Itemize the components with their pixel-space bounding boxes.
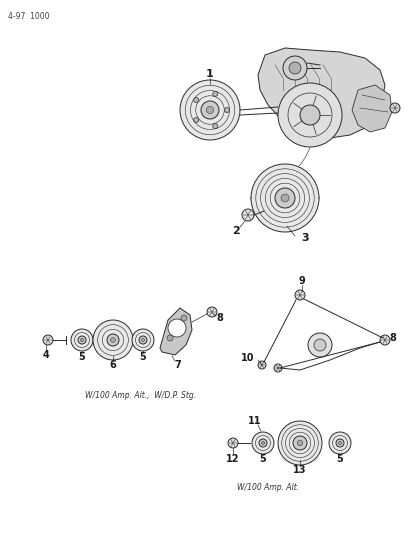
Circle shape [389, 103, 399, 113]
Circle shape [212, 124, 217, 128]
Text: 4: 4 [43, 350, 49, 360]
Circle shape [200, 101, 218, 119]
Text: 4-97  1000: 4-97 1000 [8, 12, 49, 21]
Circle shape [252, 432, 273, 454]
Circle shape [212, 91, 217, 96]
Text: 12: 12 [226, 454, 239, 464]
Circle shape [110, 337, 115, 342]
Circle shape [141, 338, 144, 342]
Circle shape [207, 307, 216, 317]
Circle shape [193, 98, 198, 102]
Circle shape [241, 209, 254, 221]
Circle shape [335, 439, 343, 447]
Circle shape [227, 438, 237, 448]
Circle shape [273, 364, 281, 372]
Circle shape [93, 320, 133, 360]
Text: 8: 8 [389, 333, 396, 343]
Circle shape [261, 441, 264, 445]
Text: 13: 13 [292, 465, 306, 475]
Text: 3: 3 [301, 233, 308, 243]
Text: 8: 8 [216, 313, 223, 323]
Circle shape [71, 329, 93, 351]
Circle shape [274, 188, 294, 208]
Circle shape [250, 164, 318, 232]
Circle shape [313, 339, 325, 351]
Text: 10: 10 [240, 353, 254, 363]
Circle shape [168, 319, 186, 337]
Circle shape [224, 108, 229, 112]
Circle shape [297, 440, 302, 446]
Text: 1: 1 [206, 69, 213, 79]
Circle shape [277, 421, 321, 465]
Text: 11: 11 [247, 416, 261, 426]
Circle shape [280, 194, 288, 202]
Text: 7: 7 [174, 360, 181, 370]
Text: 5: 5 [336, 454, 343, 464]
Circle shape [78, 336, 86, 344]
Circle shape [282, 56, 306, 80]
Circle shape [379, 335, 389, 345]
Circle shape [107, 334, 119, 346]
Circle shape [328, 432, 350, 454]
Circle shape [132, 329, 154, 351]
Circle shape [258, 439, 266, 447]
Circle shape [337, 441, 341, 445]
Text: 5: 5 [139, 352, 146, 362]
Text: 5: 5 [259, 454, 266, 464]
Text: 6: 6 [109, 360, 116, 370]
Text: W/100 Amp. Alt.: W/100 Amp. Alt. [236, 482, 299, 491]
Text: 9: 9 [298, 276, 305, 286]
Text: 5: 5 [79, 352, 85, 362]
Text: W/100 Amp. Alt.,  W/D.P. Stg.: W/100 Amp. Alt., W/D.P. Stg. [85, 391, 196, 400]
Circle shape [292, 436, 306, 450]
Circle shape [180, 80, 239, 140]
Circle shape [43, 335, 53, 345]
Circle shape [257, 361, 265, 369]
Polygon shape [351, 85, 391, 132]
Circle shape [206, 107, 213, 114]
Circle shape [166, 335, 173, 341]
Circle shape [288, 62, 300, 74]
Circle shape [277, 83, 341, 147]
Text: 2: 2 [231, 226, 239, 236]
Circle shape [193, 117, 198, 123]
Circle shape [299, 105, 319, 125]
Circle shape [294, 290, 304, 300]
Circle shape [139, 336, 147, 344]
Polygon shape [257, 48, 384, 138]
Polygon shape [160, 308, 191, 355]
Circle shape [180, 315, 187, 321]
Circle shape [80, 338, 83, 342]
Circle shape [307, 333, 331, 357]
